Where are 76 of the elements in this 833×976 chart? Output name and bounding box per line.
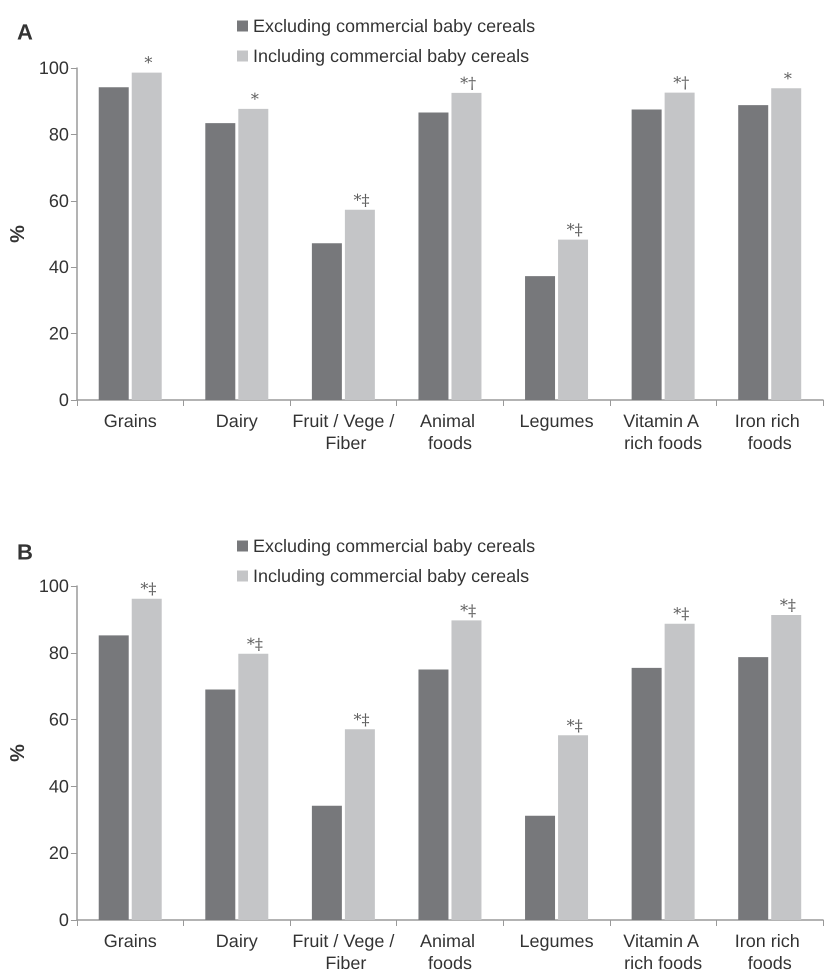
bar [344,210,375,400]
y-tick-label: 80 [48,642,69,663]
bar [451,620,482,920]
y-axis-title: % [7,224,29,243]
bar [312,806,342,920]
x-tick-label: Dairy [216,931,258,951]
annotation: *† [673,73,690,92]
bar [418,112,448,400]
legend-label: Excluding commercial baby cereals [253,16,536,36]
y-axis-title: % [7,744,29,762]
bar [664,624,695,920]
legend-label: Including commercial baby cereals [253,566,530,586]
annotation: *‡ [246,634,263,654]
bar [771,615,802,920]
annotation: * [784,68,792,88]
x-tick-label: Vitamin A rich foods [623,411,703,453]
legend-label: Including commercial baby cereals [253,46,530,66]
bar [632,110,662,400]
y-tick-label: 0 [58,390,69,410]
x-tick-label: Grains [104,931,157,951]
bar [558,240,588,400]
x-tick-label: Iron rich foods [734,411,805,453]
bar [771,88,802,400]
annotation: *‡ [780,596,796,615]
y-tick-label: 80 [48,124,69,144]
annotation: *‡ [354,190,370,210]
x-tick-label: Iron rich foods [734,931,805,973]
x-tick-label: Animal foods [420,411,480,453]
y-tick-label: 100 [38,576,69,596]
annotation: *‡ [673,604,690,624]
y-tick-label: 60 [48,190,69,211]
bar [344,729,375,920]
bar [418,670,448,920]
bar [132,72,162,400]
annotation: *† [460,73,476,92]
bar [632,668,662,920]
bar [738,105,768,400]
y-tick-label: 20 [48,843,69,864]
annotation: *‡ [460,600,476,620]
x-tick-label: Fruit / Vege / Fiber [292,931,394,973]
chart-title: B [17,540,33,564]
chart-title: A [17,20,33,44]
annotation: *‡ [566,716,583,735]
x-tick-label: Vitamin A rich foods [623,931,703,973]
y-tick-label: 100 [38,58,69,78]
bar [238,654,268,920]
y-tick-label: 40 [48,257,69,278]
bar [98,635,129,920]
bar [132,598,162,920]
annotation: * [144,53,152,72]
annotation: *‡ [140,579,156,598]
bar [525,816,556,920]
legend-label: Excluding commercial baby cereals [253,536,536,556]
x-tick-label: Fruit / Vege / Fiber [292,411,394,453]
bar [451,92,482,400]
annotation: * [250,89,259,108]
bar [525,276,556,400]
bar [558,735,588,920]
y-tick-label: 20 [48,324,69,344]
x-tick-label: Grains [104,411,157,431]
bar [205,123,236,400]
x-tick-label: Animal foods [420,931,480,973]
bar [312,243,342,400]
bar [664,92,695,400]
x-tick-label: Dairy [216,411,258,431]
y-tick-label: 0 [58,910,69,930]
x-tick-label: Legumes [520,411,594,431]
bar [98,87,129,400]
bar [738,657,768,920]
x-tick-label: Legumes [520,931,594,951]
y-tick-label: 60 [48,710,69,730]
y-tick-label: 40 [48,776,69,796]
bar [238,108,268,400]
bar [205,690,236,920]
annotation: *‡ [354,710,370,729]
annotation: *‡ [566,220,583,240]
